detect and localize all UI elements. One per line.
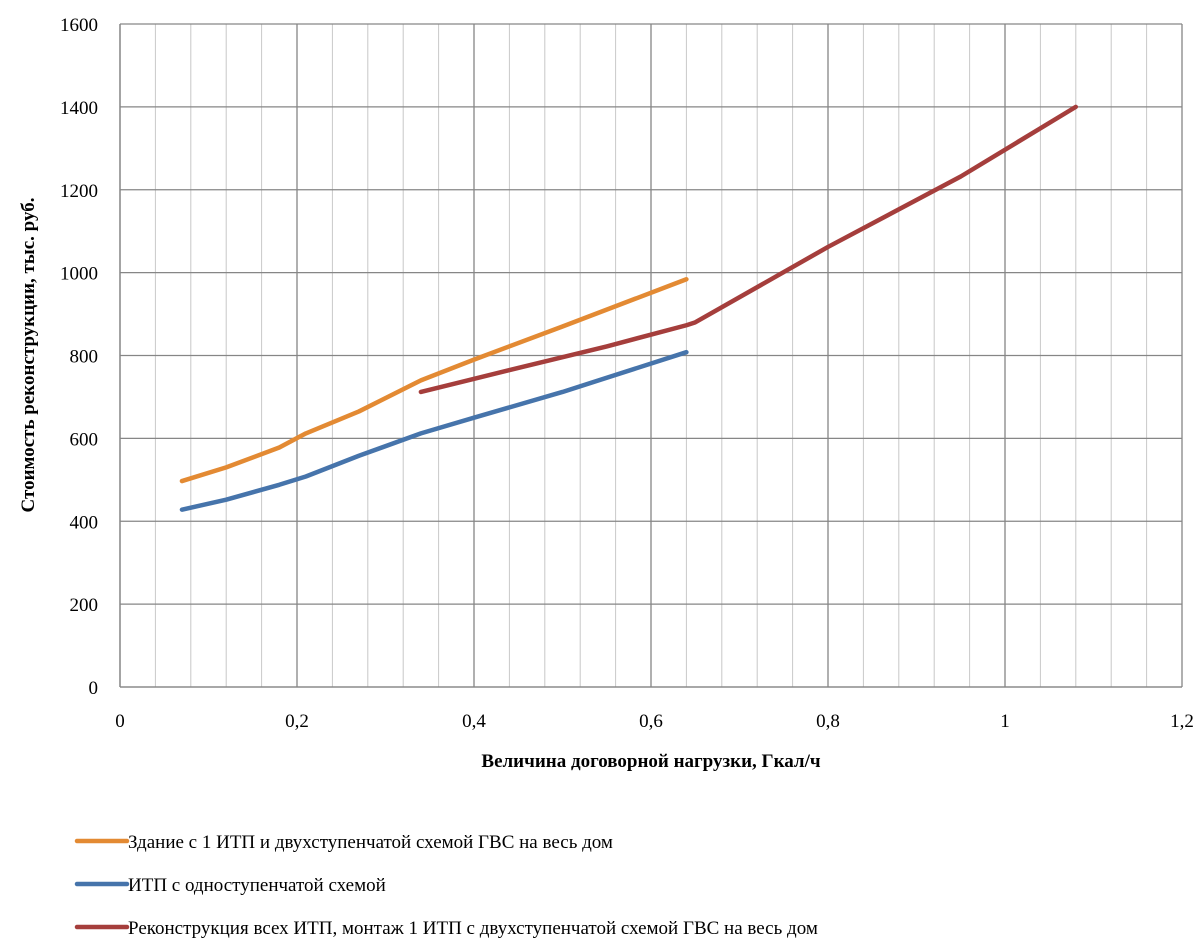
y-tick-label: 200	[70, 595, 99, 616]
y-tick-label: 1400	[60, 98, 98, 119]
y-axis-title: Стоимость реконструкции, тыс. руб.	[18, 198, 39, 513]
y-tick-label: 0	[89, 678, 99, 699]
legend: Здание с 1 ИТП и двухступенчатой схемой …	[74, 832, 818, 939]
x-axis-title: Величина договорной нагрузки, Гкал/ч	[481, 751, 820, 772]
x-tick-label: 1	[1000, 711, 1010, 732]
y-tick-label: 600	[70, 429, 99, 450]
legend-label-1: Здание с 1 ИТП и двухступенчатой схемой …	[128, 832, 613, 853]
y-axis-ticks: 0 200 400 600 800 1000 1200 1400 1600	[60, 15, 98, 699]
y-tick-label: 400	[70, 512, 99, 533]
x-tick-label: 0,8	[816, 711, 840, 732]
legend-label-3: Реконструкция всех ИТП, монтаж 1 ИТП с д…	[128, 918, 818, 939]
x-tick-label: 1,2	[1170, 711, 1194, 732]
series-line-1	[179, 277, 689, 484]
x-tick-label: 0,4	[462, 711, 486, 732]
x-axis-ticks: 0 0,2 0,4 0,6 0,8 1 1,2	[115, 711, 1194, 732]
y-tick-label: 1000	[60, 264, 98, 285]
grid-major	[119, 23, 1183, 688]
series-layer	[179, 104, 1079, 512]
x-tick-label: 0	[115, 711, 125, 732]
x-tick-label: 0,6	[639, 711, 663, 732]
x-tick-label: 0,2	[285, 711, 309, 732]
y-tick-label: 800	[70, 347, 99, 368]
series-line-3	[418, 104, 1079, 395]
series-line-2	[179, 349, 689, 512]
y-tick-label: 1200	[60, 181, 98, 202]
y-tick-label: 1600	[60, 15, 98, 36]
legend-label-2: ИТП с одноступенчатой схемой	[128, 875, 386, 896]
